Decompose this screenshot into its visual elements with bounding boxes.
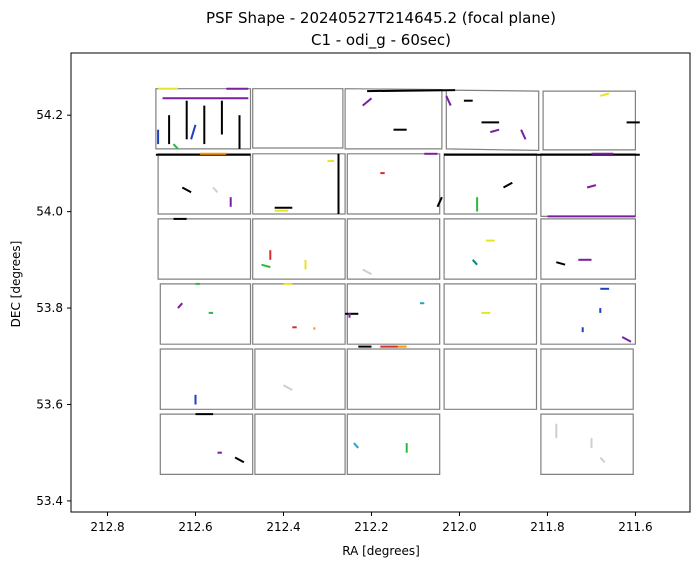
x-tick-label: 211.6 [618, 520, 652, 534]
ccd-r5c1 [254, 413, 346, 475]
x-tick-label: 212.6 [178, 520, 212, 534]
ccd-r4c4 [540, 348, 634, 410]
chart-title: PSF Shape - 20240527T214645.2 (focal pla… [206, 9, 556, 27]
psf-whisker-47 [556, 261, 566, 266]
psf-whisker-71 [234, 456, 245, 464]
ccd-r3c3 [443, 283, 538, 345]
y-tick-label: 53.4 [36, 494, 63, 508]
psf-whisker-52 [177, 302, 184, 309]
ccd-r3c0 [159, 283, 252, 345]
ccd-r2c3 [443, 218, 538, 280]
ccd-r2c2 [346, 218, 441, 280]
y-axis-ticks: 53.4 53.6 53.8 54.0 54.2 [36, 108, 71, 508]
psf-whisker-72 [599, 456, 606, 463]
ccd-r4c1 [254, 348, 346, 410]
x-axis-ticks: 212.8 212.6 212.4 212.2 212.0 211.8 211.6 [90, 512, 653, 534]
chart-subtitle: C1 - odi_g - 60sec) [311, 31, 451, 50]
x-tick-label: 212.4 [266, 520, 300, 534]
psf-whisker-36 [181, 186, 192, 194]
x-tick-label: 212.0 [442, 520, 476, 534]
y-tick-label: 54.2 [36, 108, 63, 122]
plot-frame [70, 52, 691, 513]
x-tick-label: 212.2 [354, 520, 388, 534]
x-tick-label: 212.8 [90, 520, 124, 534]
ccd-r5c4 [540, 413, 634, 475]
psf-whisker-69 [353, 442, 360, 449]
ccd-r4c3 [443, 348, 538, 410]
ccd-r3c1 [252, 283, 346, 345]
ccd-r4c2 [346, 348, 441, 410]
ccd-r0c4 [542, 90, 637, 151]
ccd-r5c2 [346, 413, 441, 475]
ccd-r4c0 [159, 348, 254, 410]
psf-whisker-45 [362, 268, 372, 276]
psf-whisker-19 [362, 97, 373, 107]
psf-whisker-67 [283, 384, 293, 391]
ccd-r2c0 [157, 218, 252, 280]
y-tick-label: 53.8 [36, 301, 63, 315]
psf-whisker-25 [520, 129, 527, 140]
y-tick-label: 53.6 [36, 397, 63, 411]
psf-whisker-26 [600, 92, 610, 97]
ccd-r3c2 [346, 283, 441, 345]
ccd-r1c2 [346, 153, 441, 215]
ccd-r0c0 [155, 88, 252, 150]
x-axis-label: RA [degrees] [342, 544, 420, 558]
psf-whisker-21 [445, 95, 452, 107]
psf-whisker-41 [471, 259, 478, 266]
y-axis-label: DEC [degrees] [9, 241, 23, 328]
ccd-r0c2 [344, 88, 443, 150]
psf-whisker-14 [172, 143, 179, 150]
psf-whisker-43 [261, 263, 271, 269]
psf-whisker-37 [212, 186, 219, 193]
psf-whisker-33 [503, 181, 513, 189]
psf-whisker-layer [155, 87, 640, 464]
y-tick-label: 54.0 [36, 205, 63, 219]
psf-whisker-24 [490, 128, 500, 134]
ccd-r3c4 [540, 283, 637, 345]
ccd-r1c1 [252, 153, 346, 215]
ccd-r0c1 [252, 88, 344, 149]
x-tick-label: 211.8 [530, 520, 564, 534]
psf-whisker-31 [436, 196, 443, 208]
psf-whisker-0 [367, 89, 456, 93]
psf-whisker-34 [586, 184, 597, 189]
ccd-r2c4 [540, 218, 637, 280]
ccd-r5c0 [159, 413, 254, 475]
psf-whisker-59 [621, 336, 632, 343]
psf-whisker-12 [190, 124, 197, 140]
ccd-r0c3 [445, 89, 540, 152]
ccd-r2c1 [252, 218, 346, 280]
